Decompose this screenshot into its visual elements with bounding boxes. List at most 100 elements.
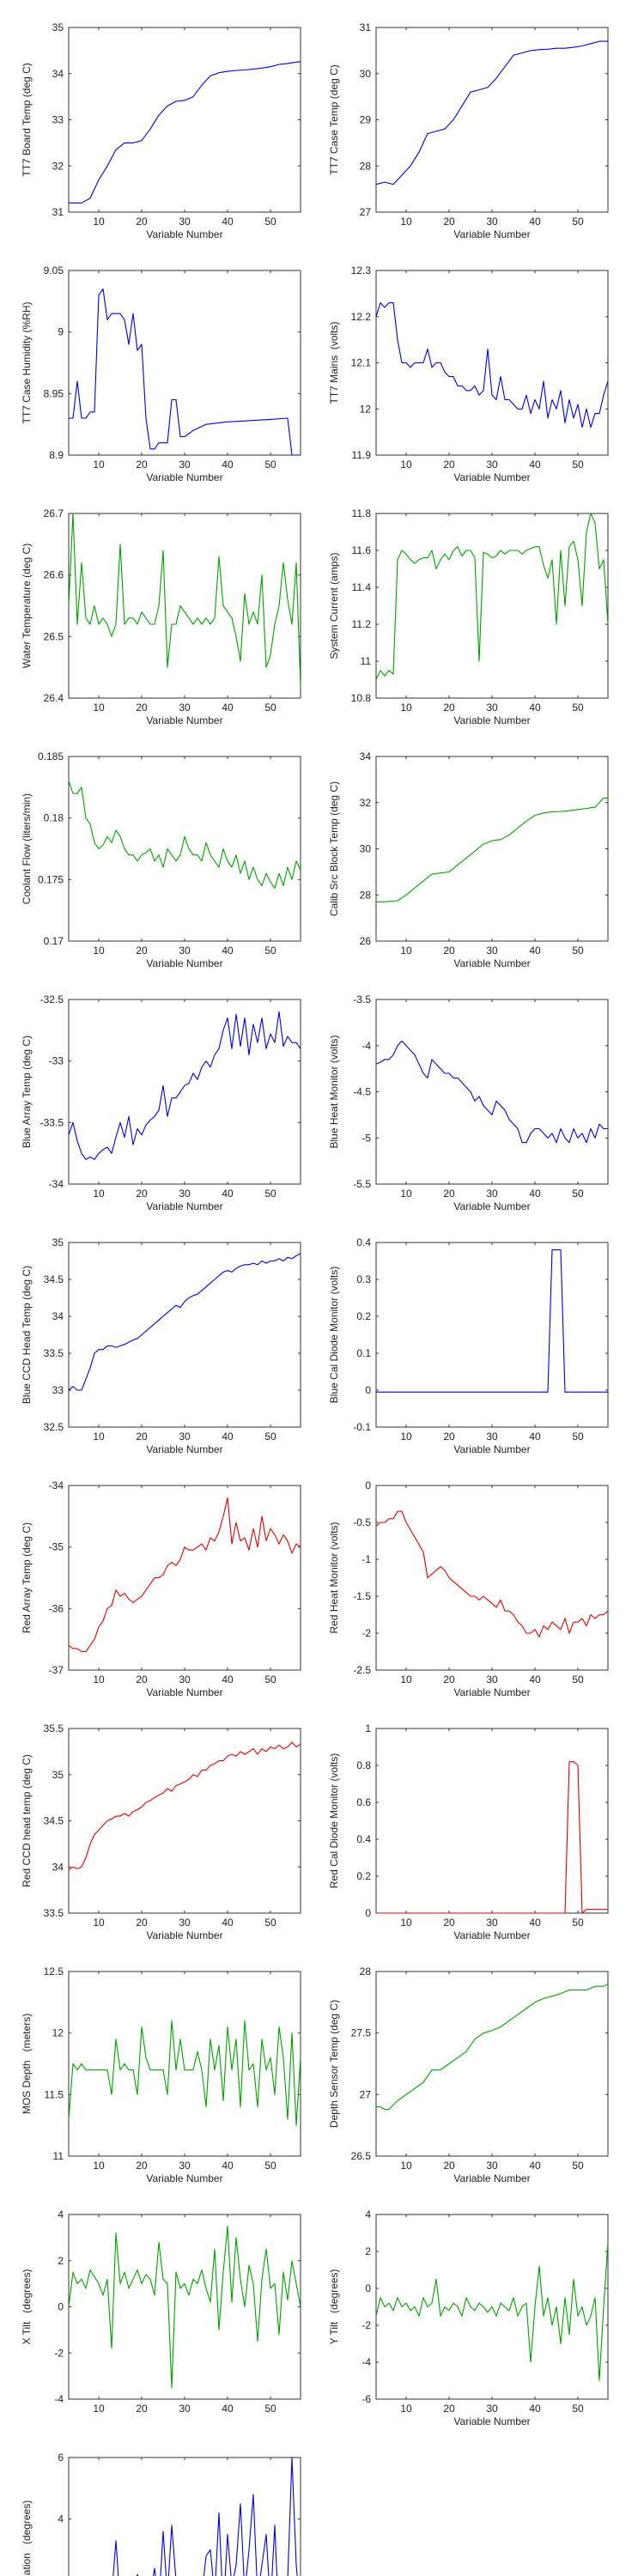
- y-tick-label: -2: [361, 2319, 371, 2331]
- x-axis-label: Variable Number: [146, 471, 222, 483]
- y-tick-label: 34: [52, 1310, 64, 1322]
- y-tick-label: 32: [52, 160, 64, 172]
- x-tick-label: 10: [93, 459, 105, 471]
- x-tick-label: 30: [179, 1674, 191, 1686]
- y-tick-label: 0: [365, 1479, 371, 1492]
- chart-12: 10 20 30 40 50 -0.1 0 0.1 0.2 0.3 0.4 Variable Numb…: [328, 1236, 609, 1455]
- x-tick-label: 20: [443, 459, 455, 471]
- y-tick-label: 27: [360, 2088, 372, 2100]
- y-tick-label: -1.5: [353, 1590, 371, 1602]
- y-axis-label: System Current (amps): [328, 552, 340, 659]
- y-axis-label: Red Array Temp (deg C): [21, 1522, 33, 1633]
- chart-18: 10 20 30 40 50 26.5 27 27.5 28 Variable Number Dep…: [328, 1965, 609, 2184]
- y-tick-label: 0.2: [356, 1870, 371, 1882]
- y-tick-label: 8.9: [49, 449, 64, 461]
- y-tick-label: 1: [365, 1722, 371, 1735]
- y-tick-label: 0.175: [38, 873, 64, 885]
- y-tick-label: 10.8: [351, 692, 372, 704]
- x-tick-label: 40: [222, 459, 234, 471]
- x-tick-label: 50: [572, 945, 584, 957]
- x-tick-label: 30: [179, 459, 191, 471]
- x-tick-label: 20: [136, 702, 148, 714]
- chart-21: 10203040500246Variable NumberInclination…: [21, 2451, 301, 2576]
- y-axis-label: X Tilt (degrees): [21, 2269, 33, 2344]
- x-tick-label: 50: [264, 1188, 276, 1200]
- x-tick-label: 40: [529, 945, 541, 957]
- x-tick-label: 40: [529, 459, 541, 471]
- x-axis-label: Variable Number: [146, 1686, 222, 1698]
- plot-frame: [375, 1971, 609, 2157]
- x-tick-label: 10: [400, 2403, 412, 2415]
- x-axis-label: Variable Number: [453, 228, 530, 240]
- y-axis-label: Blue Heat Monitor (volts): [328, 1035, 340, 1148]
- y-tick-label: 33: [52, 114, 64, 126]
- x-tick-label: 30: [486, 1674, 498, 1686]
- x-tick-label: 30: [486, 1431, 498, 1443]
- plot-frame: [68, 1242, 301, 1428]
- plot-frame: [68, 2457, 301, 2576]
- y-axis-label: Blue CCD Head Temp (deg C): [21, 1266, 33, 1404]
- x-tick-label: 20: [443, 1431, 455, 1443]
- y-tick-label: -35: [49, 1541, 64, 1553]
- series-line: [68, 2020, 301, 2126]
- x-tick-label: 40: [222, 1188, 234, 1200]
- x-tick-label: 20: [136, 945, 148, 957]
- y-axis-label: Water Temperature (deg C): [21, 544, 33, 668]
- x-tick-label: 20: [136, 2160, 148, 2172]
- plot-frame: [375, 999, 609, 1185]
- y-axis-label: Inclination (degrees): [21, 2500, 33, 2576]
- x-tick-label: 10: [93, 1431, 105, 1443]
- x-axis-label: Variable Number: [453, 1443, 530, 1455]
- x-tick-label: 10: [400, 1674, 412, 1686]
- x-tick-label: 20: [136, 1674, 148, 1686]
- y-tick-label: -33: [49, 1055, 64, 1067]
- plot-frame: [68, 1971, 301, 2157]
- y-tick-label: 34: [52, 1861, 64, 1873]
- chart-9: 10 20 30 40 50 -34 -33.5 -33 -32.5 Variable Numbe…: [21, 993, 301, 1212]
- x-tick-label: 40: [222, 216, 234, 228]
- plot-frame: [68, 1485, 301, 1671]
- y-tick-label: 26.4: [44, 692, 64, 704]
- plot-frame: [375, 27, 609, 213]
- y-tick-label: 11.6: [352, 544, 372, 556]
- y-tick-label: 33.5: [44, 1907, 64, 1919]
- x-tick-label: 40: [529, 1917, 541, 1929]
- x-tick-label: 20: [136, 1431, 148, 1443]
- y-tick-label: 32: [360, 797, 372, 809]
- y-tick-label: 4: [365, 2208, 371, 2221]
- y-tick-label: 35: [52, 1769, 64, 1781]
- y-tick-label: 28: [360, 1965, 372, 1978]
- x-tick-label: 40: [529, 2160, 541, 2172]
- y-tick-label: -2: [54, 2347, 64, 2359]
- x-tick-label: 10: [93, 2160, 105, 2172]
- chart-2: 10 20 30 40 50 27 28 29 30 31 Variable Number TT7 C…: [328, 21, 609, 240]
- x-tick-label: 50: [572, 2160, 584, 2172]
- plot-frame: [375, 513, 609, 699]
- y-tick-label: 34.5: [44, 1273, 64, 1285]
- x-axis-label: Variable Number: [146, 2172, 222, 2184]
- y-tick-label: 35.5: [44, 1722, 64, 1735]
- x-tick-label: 10: [93, 702, 105, 714]
- x-tick-label: 40: [222, 1917, 234, 1929]
- y-tick-label: -3.5: [353, 993, 371, 1005]
- series-line: [69, 288, 301, 456]
- y-tick-label: 31: [52, 206, 64, 218]
- plot-frame: [68, 2214, 301, 2400]
- y-tick-label: 11.8: [352, 507, 372, 519]
- x-tick-label: 10: [93, 216, 105, 228]
- y-tick-label: 0: [365, 1384, 371, 1396]
- x-axis-label: Variable Number: [146, 228, 222, 240]
- y-tick-label: -2.5: [353, 1664, 371, 1676]
- series-line: [376, 797, 608, 902]
- y-tick-label: -4: [361, 2356, 371, 2368]
- chart-13: 10 20 30 40 50 -37 -36 -35 -34 Variable Number Red…: [21, 1479, 301, 1698]
- y-tick-label: 35: [52, 1236, 64, 1249]
- y-axis-label: Y Tilt (degrees): [328, 2269, 340, 2345]
- x-tick-label: 40: [529, 216, 541, 228]
- chart-6: 10 20 30 40 50 10.8 11 11.2 11.4 11.6 11.8 Variable…: [328, 507, 609, 726]
- y-tick-label: 11.9: [352, 449, 372, 461]
- y-tick-label: -32.5: [40, 993, 64, 1005]
- y-tick-label: -34: [49, 1479, 64, 1492]
- y-tick-label: -0.1: [353, 1421, 371, 1433]
